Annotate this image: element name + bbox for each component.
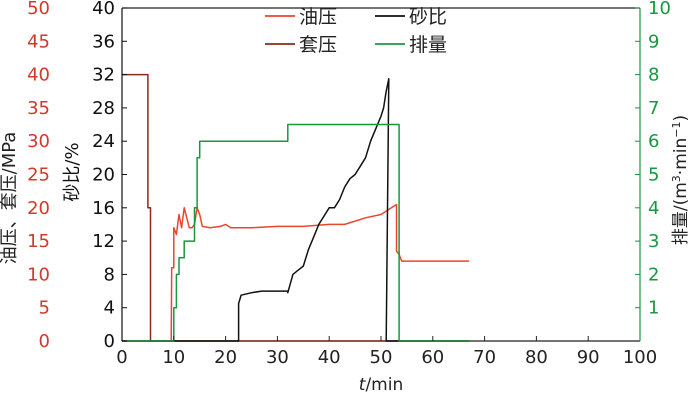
- outer-left-tick-label: 45: [27, 31, 50, 52]
- right-axis-label: 排量/(m3·min−1): [670, 115, 692, 245]
- x-tick-label: 30: [266, 347, 289, 368]
- inner-left-tick-label: 12: [92, 231, 115, 252]
- right-tick-label: 7: [648, 98, 659, 119]
- x-tick-label: 20: [214, 347, 237, 368]
- inner-left-tick-label: 28: [92, 98, 115, 119]
- right-tick-label: 3: [648, 231, 659, 252]
- legend-label: 套压: [299, 34, 337, 56]
- right-tick-label: 2: [648, 264, 659, 285]
- right-tick-label: 10: [648, 0, 671, 19]
- series-line-油压: [122, 203, 470, 342]
- series-layer: [122, 73, 470, 342]
- right-axis-label-part: 排量/(m: [671, 182, 691, 245]
- outer-left-tick-label: 30: [27, 131, 50, 152]
- legend-label: 油压: [299, 6, 337, 28]
- x-tick-label: 0: [116, 347, 127, 368]
- x-axis-label-unit: /min: [365, 375, 403, 395]
- right-tick-label: 9: [648, 31, 659, 52]
- outer-left-tick-label: 20: [27, 198, 50, 219]
- x-tick-label: 10: [162, 347, 185, 368]
- series-line-排量: [122, 123, 470, 342]
- x-axis-label-symbol: t: [359, 375, 367, 395]
- inner-left-tick-label: 32: [92, 65, 115, 86]
- right-tick-label: 4: [648, 198, 659, 219]
- x-tick-label: 90: [577, 347, 600, 368]
- x-tick-label: 80: [525, 347, 548, 368]
- inner-left-tick-label: 24: [92, 131, 115, 152]
- outer-left-tick-label: 5: [39, 298, 50, 319]
- right-tick-label: 1: [648, 298, 659, 319]
- x-tick-label: 50: [370, 347, 393, 368]
- outer-left-tick-label: 25: [27, 165, 50, 186]
- x-axis-label: t/min: [359, 375, 403, 395]
- inner-left-axis-label: 砂比/%: [62, 142, 83, 201]
- right-axis-label-part: 3: [670, 175, 683, 182]
- inner-left-tick-label: 0: [104, 331, 115, 352]
- inner-left-tick-label: 36: [92, 31, 115, 52]
- right-axis-label-part: ): [671, 115, 691, 122]
- outer-left-axis-label: 油压、套压/MPa: [0, 132, 20, 265]
- right-axis-label-part: ·min: [671, 138, 691, 175]
- axes: 0 10 20 30 40 50 60 70 80 90 100t/min0481216202428…: [0, 0, 691, 395]
- inner-left-tick-label: 20: [92, 165, 115, 186]
- right-axis-label-part: −1: [670, 122, 683, 138]
- outer-left-tick-label: 40: [27, 65, 50, 86]
- outer-left-tick-label: 0: [39, 331, 50, 352]
- x-tick-label: 70: [473, 347, 496, 368]
- inner-left-tick-label: 40: [92, 0, 115, 19]
- outer-left-tick-label: 15: [27, 231, 50, 252]
- outer-left-tick-label: 50: [27, 0, 50, 19]
- legend-label: 砂比: [409, 6, 447, 28]
- series-line-砂比: [122, 78, 470, 342]
- plot-frame: [122, 7, 640, 342]
- x-tick-label: 100: [623, 347, 657, 368]
- x-tick-label: 40: [318, 347, 341, 368]
- right-tick-label: 6: [648, 131, 659, 152]
- series-line-套压: [122, 73, 470, 342]
- inner-left-tick-label: 8: [104, 264, 115, 285]
- inner-left-tick-label: 16: [92, 198, 115, 219]
- x-tick-label: 60: [421, 347, 444, 368]
- outer-left-tick-label: 10: [27, 264, 50, 285]
- outer-left-tick-label: 35: [27, 98, 50, 119]
- right-tick-label: 5: [648, 165, 659, 186]
- right-tick-label: 8: [648, 65, 659, 86]
- legend-label: 排量: [409, 34, 447, 56]
- inner-left-tick-label: 4: [104, 298, 115, 319]
